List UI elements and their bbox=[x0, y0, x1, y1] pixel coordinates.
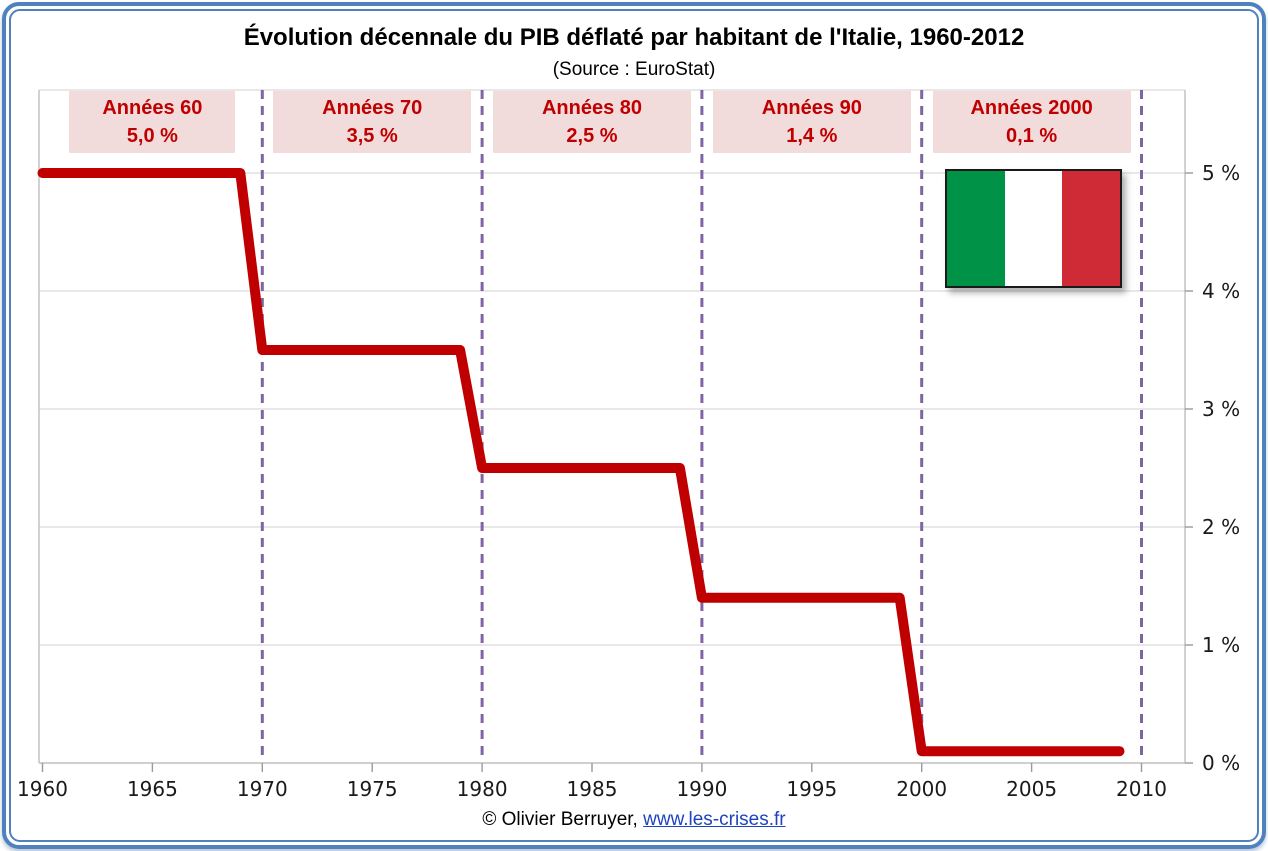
chart-subtitle: (Source : EuroStat) bbox=[552, 59, 716, 80]
y-tick-label-3pct: 3 % bbox=[1202, 397, 1240, 421]
x-tick-label-2005: 2005 bbox=[1006, 777, 1057, 801]
x-tick-label-1975: 1975 bbox=[347, 777, 398, 801]
chart-title: Évolution décennale du PIB déflaté par h… bbox=[243, 24, 1025, 51]
x-tick-label-1965: 1965 bbox=[127, 777, 178, 801]
decade-label-1980s: Années 80 2,5 % bbox=[493, 91, 691, 153]
y-tick-label-4pct: 4 % bbox=[1202, 279, 1240, 303]
decade-label-1970s: Années 70 3,5 % bbox=[273, 91, 472, 153]
footer: © Olivier Berruyer, www.les-crises.fr bbox=[0, 809, 1268, 831]
x-tick-label-1990: 1990 bbox=[676, 777, 727, 801]
italy-flag bbox=[945, 169, 1122, 288]
decade-average-value: 1,4 % bbox=[786, 125, 838, 147]
y-tick-label-5pct: 5 % bbox=[1202, 161, 1240, 185]
decade-name: Années 80 bbox=[541, 97, 643, 119]
les-crises-link[interactable]: www.les-crises.fr bbox=[643, 809, 786, 830]
gdp-step-line bbox=[37, 168, 1125, 757]
decade-average-value: 5,0 % bbox=[126, 125, 178, 147]
x-tick-label-1960: 1960 bbox=[17, 777, 68, 801]
decade-name: Années 70 bbox=[322, 97, 423, 119]
y-tick-label-0pct: 0 % bbox=[1202, 751, 1240, 775]
decade-average-value: 2,5 % bbox=[566, 125, 618, 147]
x-tick-label-2010: 2010 bbox=[1116, 777, 1167, 801]
decade-average-value: 0,1 % bbox=[1006, 125, 1058, 147]
x-tick-label-1970: 1970 bbox=[237, 777, 288, 801]
y-tick-label-2pct: 2 % bbox=[1202, 515, 1240, 539]
chart-frame-inner bbox=[9, 9, 1259, 842]
decade-average-value: 3,5 % bbox=[346, 125, 398, 147]
flag-stripe-1 bbox=[1004, 171, 1063, 286]
decade-name: Années 2000 bbox=[970, 97, 1093, 119]
footer-credit: © Olivier Berruyer, bbox=[482, 809, 638, 830]
decade-label-2000s: Années 2000 0,1 % bbox=[932, 91, 1131, 153]
flag-stripe-2 bbox=[1062, 171, 1121, 286]
decade-name: Années 60 bbox=[102, 97, 203, 119]
x-tick-label-1985: 1985 bbox=[567, 777, 618, 801]
y-tick-label-1pct: 1 % bbox=[1202, 633, 1240, 657]
decade-label-1960s: Années 60 5,0 % bbox=[69, 91, 236, 153]
x-tick-label-1995: 1995 bbox=[786, 777, 837, 801]
decade-name: Années 90 bbox=[761, 97, 862, 119]
decade-label-1990s: Années 90 1,4 % bbox=[712, 91, 911, 153]
x-tick-label-2000: 2000 bbox=[896, 777, 947, 801]
x-tick-label-1980: 1980 bbox=[457, 777, 508, 801]
flag-stripe-0 bbox=[947, 171, 1005, 286]
